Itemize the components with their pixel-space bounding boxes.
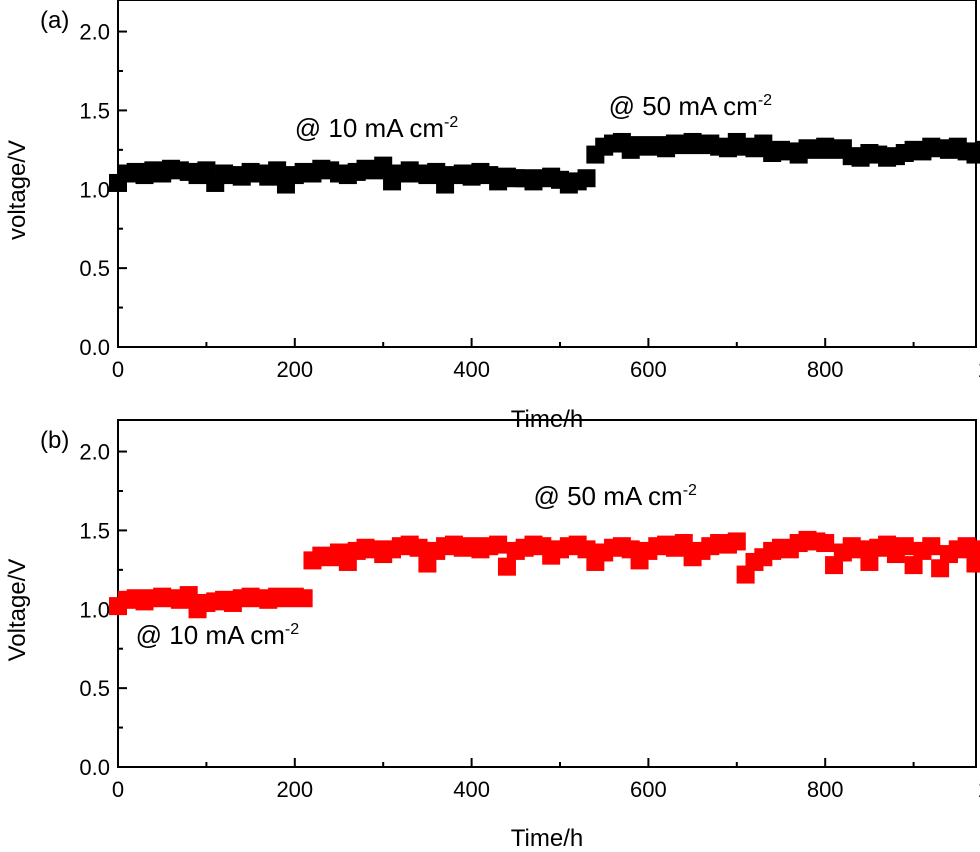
data-point <box>904 556 923 575</box>
annotation-label: @ 10 mA cm-2 <box>136 620 300 650</box>
data-point <box>409 538 428 557</box>
data-point <box>489 535 508 554</box>
y-axis-title: voltage/V <box>4 140 31 240</box>
x-tick-label: 400 <box>453 357 490 382</box>
data-point <box>179 586 198 605</box>
x-tick-label: 800 <box>807 777 844 802</box>
data-series <box>109 132 980 194</box>
data-point <box>577 169 596 188</box>
data-point <box>975 540 980 559</box>
data-point <box>922 537 941 556</box>
y-tick-label: 1.5 <box>79 518 110 543</box>
y-tick-label: 0.0 <box>79 335 110 360</box>
data-point <box>860 552 879 571</box>
x-tick-label: 800 <box>807 357 844 382</box>
data-point <box>674 534 693 553</box>
data-point <box>975 140 980 159</box>
axis-ticks: 0 200 400 600 800 1000 0.0 0.5 1.0 1.5 2.0 <box>79 20 980 382</box>
axis-ticks: 0 200 400 600 800 1000 0.0 0.5 1.0 1.5 2.0 <box>79 440 980 802</box>
chart-panel-a: (a) 0 200 400 600 800 1000 0.0 0.5 1.0 1.5 2.0 @ 1… <box>4 0 980 433</box>
data-point <box>374 156 393 175</box>
x-tick-label: 600 <box>630 357 667 382</box>
x-tick-label: 1000 <box>978 357 980 382</box>
data-point <box>294 589 313 608</box>
chart-panel-b: (b) 0 200 400 600 800 1000 0.0 0.5 1.0 1.5 2.0 @ 1… <box>4 419 980 852</box>
x-tick-label: 0 <box>112 777 124 802</box>
y-tick-label: 1.0 <box>79 177 110 202</box>
annotation-label: @ 50 mA cm-2 <box>533 481 697 511</box>
y-tick-label: 0.5 <box>79 676 110 701</box>
data-point <box>966 554 980 573</box>
data-series <box>109 530 980 619</box>
y-tick-label: 1.5 <box>79 98 110 123</box>
x-tick-label: 0 <box>112 357 124 382</box>
panel-label: (a) <box>40 7 69 34</box>
y-tick-label: 1.0 <box>79 597 110 622</box>
data-point <box>931 559 950 578</box>
data-point <box>497 557 516 576</box>
x-axis-title: Time/h <box>511 825 583 852</box>
data-point <box>727 532 746 551</box>
panel-label: (b) <box>40 427 69 454</box>
x-tick-label: 1000 <box>978 777 980 802</box>
x-tick-label: 200 <box>276 357 313 382</box>
annotations: @ 10 mA cm-2 @ 50 mA cm-2 <box>136 481 697 650</box>
x-tick-label: 200 <box>276 777 313 802</box>
data-point <box>895 537 914 556</box>
y-axis-title: Voltage/V <box>4 559 31 662</box>
y-tick-label: 0.0 <box>79 755 110 780</box>
x-tick-label: 600 <box>630 777 667 802</box>
y-tick-label: 2.0 <box>79 440 110 465</box>
x-tick-label: 400 <box>453 777 490 802</box>
data-point <box>268 161 287 180</box>
y-tick-label: 2.0 <box>79 20 110 45</box>
annotation-label: @ 10 mA cm-2 <box>295 113 459 143</box>
data-point <box>957 537 976 556</box>
annotation-label: @ 50 mA cm-2 <box>609 91 773 121</box>
annotations: @ 10 mA cm-2 @ 50 mA cm-2 <box>295 91 772 143</box>
data-point <box>816 534 835 553</box>
y-tick-label: 0.5 <box>79 256 110 281</box>
